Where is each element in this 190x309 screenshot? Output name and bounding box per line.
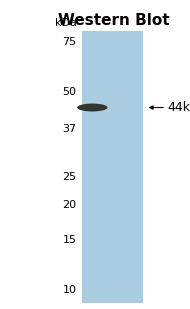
- Text: 37: 37: [62, 124, 76, 134]
- Text: 15: 15: [63, 235, 76, 245]
- Title: Western Blot: Western Blot: [58, 13, 170, 28]
- Text: 10: 10: [63, 285, 76, 295]
- Text: 75: 75: [62, 37, 76, 47]
- Ellipse shape: [77, 104, 108, 112]
- Text: 44kDa: 44kDa: [167, 101, 190, 114]
- Text: 25: 25: [62, 172, 76, 182]
- Bar: [82, 31, 143, 303]
- Text: 20: 20: [62, 200, 76, 210]
- Text: kDa: kDa: [55, 18, 76, 28]
- Text: 50: 50: [63, 87, 76, 97]
